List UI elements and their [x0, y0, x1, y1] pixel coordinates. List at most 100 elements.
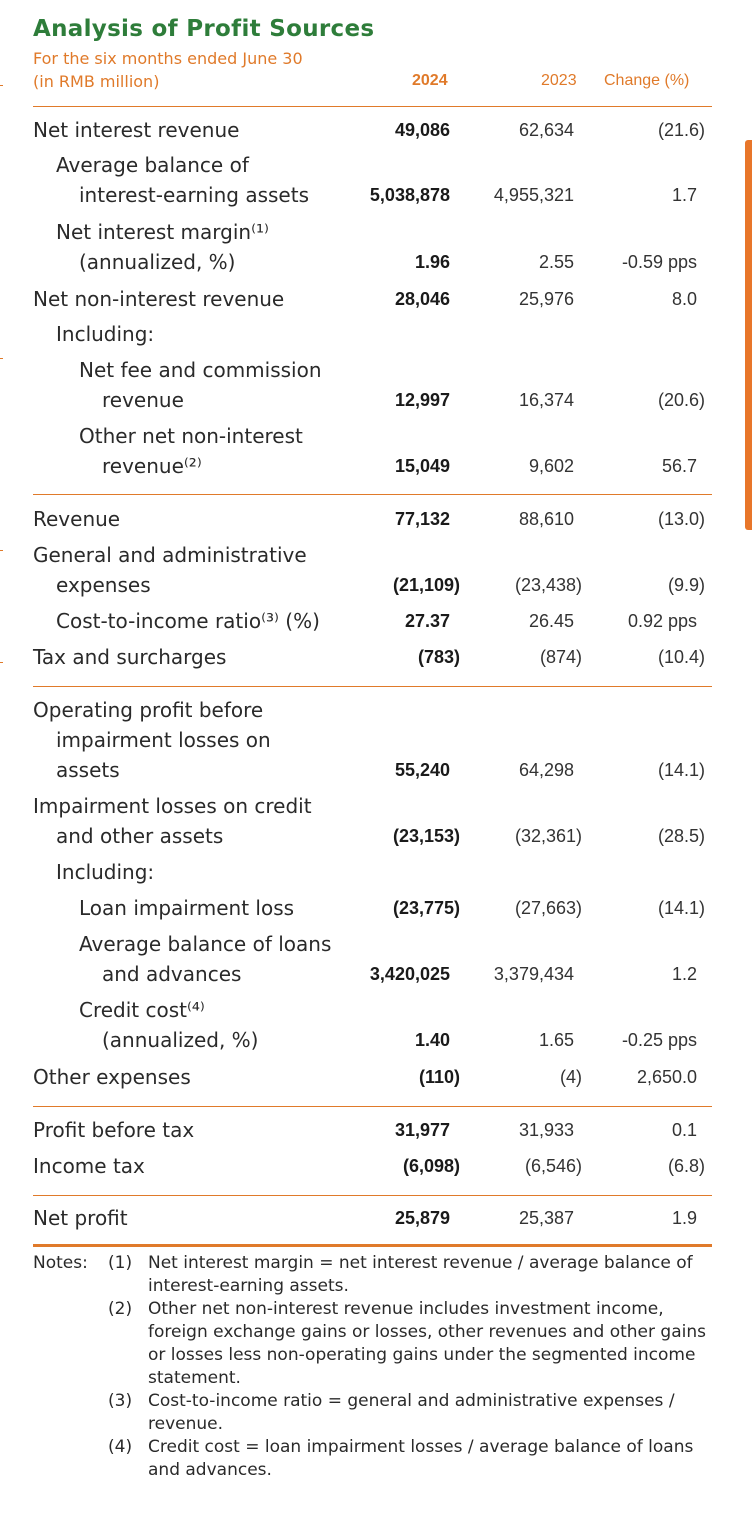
- value-2023: (27,663): [514, 898, 582, 918]
- row-label: Net non-interest revenue: [33, 287, 285, 311]
- note-item: (2) Other net non-interest revenue inclu…: [33, 1298, 723, 1390]
- header-rule: [33, 106, 712, 107]
- value-change: (6.8): [667, 1156, 705, 1176]
- value-2023: (32,361): [514, 826, 582, 846]
- value-2024: 1.96: [414, 252, 450, 272]
- row-label: Net interest margin⁽¹⁾: [56, 220, 269, 244]
- note-text: Cost-to-income ratio = general and admin…: [148, 1391, 675, 1434]
- value-2023: 3,379,434: [493, 964, 574, 984]
- column-header-change: Change (%): [604, 72, 690, 89]
- row-label: Other net non-interest: [79, 424, 303, 448]
- row-label: Including:: [56, 322, 155, 346]
- page-edge-bar: [745, 140, 752, 530]
- value-2024: (21,109): [392, 575, 460, 595]
- note-item: (3) Cost-to-income ratio = general and a…: [33, 1390, 723, 1436]
- row-label: Tax and surcharges: [33, 645, 227, 669]
- value-change: (20.6): [657, 390, 705, 410]
- row-label: expenses: [56, 573, 151, 597]
- row-label: revenue: [102, 388, 184, 412]
- edge-tick: [0, 85, 3, 86]
- value-change: -0.59 pps: [621, 252, 697, 272]
- row-label: Loan impairment loss: [79, 896, 295, 920]
- row-label: Profit before tax: [33, 1118, 195, 1142]
- value-2023: 4,955,321: [493, 185, 574, 205]
- value-2023: 88,610: [518, 509, 574, 529]
- value-change: (10.4): [657, 647, 705, 667]
- note-number: (1): [108, 1253, 133, 1273]
- section-rule: [33, 686, 712, 687]
- value-2024: 28,046: [394, 289, 450, 309]
- row-label: interest-earning assets: [79, 183, 309, 207]
- row-label: (annualized, %): [79, 250, 236, 274]
- note-text: Net interest margin = net interest reven…: [148, 1253, 693, 1296]
- value-2024: 25,879: [394, 1208, 450, 1228]
- note-item: (4) Credit cost = loan impairment losses…: [33, 1436, 723, 1482]
- value-2024: (23,153): [392, 826, 460, 846]
- section-rule: [33, 494, 712, 495]
- row-label: Net interest revenue: [33, 118, 240, 142]
- value-change: 1.9: [671, 1208, 697, 1228]
- notes-heading: Notes:: [33, 1253, 88, 1273]
- page-title: Analysis of Profit Sources: [33, 16, 375, 42]
- row-label: Cost-to-income ratio⁽³⁾ (%): [56, 609, 320, 633]
- value-2024: (110): [418, 1067, 460, 1087]
- value-2023: (874): [539, 647, 582, 667]
- note-text: Other net non-interest revenue includes …: [148, 1299, 706, 1388]
- column-header-2024: 2024: [412, 72, 448, 89]
- value-2024: (6,098): [402, 1156, 460, 1176]
- row-label: Other expenses: [33, 1065, 191, 1089]
- value-2024: 49,086: [394, 120, 450, 140]
- section-rule: [33, 1195, 712, 1196]
- value-change: (28.5): [657, 826, 705, 846]
- value-change: (14.1): [657, 898, 705, 918]
- row-label: assets: [56, 758, 120, 782]
- edge-tick: [0, 358, 3, 359]
- value-2024: 27.37: [404, 611, 450, 631]
- value-change: -0.25 pps: [621, 1030, 697, 1050]
- value-2023: 31,933: [518, 1120, 574, 1140]
- value-change: (21.6): [657, 120, 705, 140]
- row-label: Net profit: [33, 1206, 128, 1230]
- row-label: General and administrative: [33, 543, 307, 567]
- value-2024: 55,240: [394, 760, 450, 780]
- note-text: Credit cost = loan impairment losses / a…: [148, 1437, 694, 1480]
- value-change: (9.9): [667, 575, 705, 595]
- row-label: Revenue: [33, 507, 121, 531]
- value-2023: (23,438): [514, 575, 582, 595]
- value-change: 1.2: [671, 964, 697, 984]
- value-2023: 9,602: [528, 456, 574, 476]
- value-2024: 31,977: [394, 1120, 450, 1140]
- row-label: Average balance of loans: [79, 932, 332, 956]
- edge-tick: [0, 550, 3, 551]
- value-2024: (783): [417, 647, 460, 667]
- value-change: 8.0: [671, 289, 697, 309]
- value-change: (14.1): [657, 760, 705, 780]
- value-2023: 1.65: [538, 1030, 574, 1050]
- value-2023: 64,298: [518, 760, 574, 780]
- value-2024: 77,132: [394, 509, 450, 529]
- value-2024: 12,997: [394, 390, 450, 410]
- value-2023: 26.45: [528, 611, 574, 631]
- edge-tick: [0, 662, 3, 663]
- value-2024: 5,038,878: [369, 185, 450, 205]
- column-header-2023: 2023: [541, 72, 577, 89]
- row-label: Credit cost⁽⁴⁾: [79, 998, 205, 1022]
- row-label: Income tax: [33, 1154, 145, 1178]
- value-2023: 25,976: [518, 289, 574, 309]
- value-change: 2,650.0: [636, 1067, 697, 1087]
- value-2023: 16,374: [518, 390, 574, 410]
- value-2024: 3,420,025: [369, 964, 450, 984]
- table-bottom-rule: [33, 1244, 712, 1247]
- row-label: impairment losses on: [56, 728, 271, 752]
- value-2023: (6,546): [524, 1156, 582, 1176]
- row-label: (annualized, %): [102, 1028, 259, 1052]
- row-label: Impairment losses on credit: [33, 794, 312, 818]
- period-subtitle: For the six months ended June 30: [33, 49, 303, 68]
- note-item: Notes: (1) Net interest margin = net int…: [33, 1252, 723, 1298]
- note-number: (2): [108, 1299, 133, 1319]
- value-2024: 15,049: [394, 456, 450, 476]
- value-change: 56.7: [661, 456, 697, 476]
- value-change: 0.92 pps: [627, 611, 697, 631]
- value-2023: 2.55: [538, 252, 574, 272]
- value-change: (13.0): [657, 509, 705, 529]
